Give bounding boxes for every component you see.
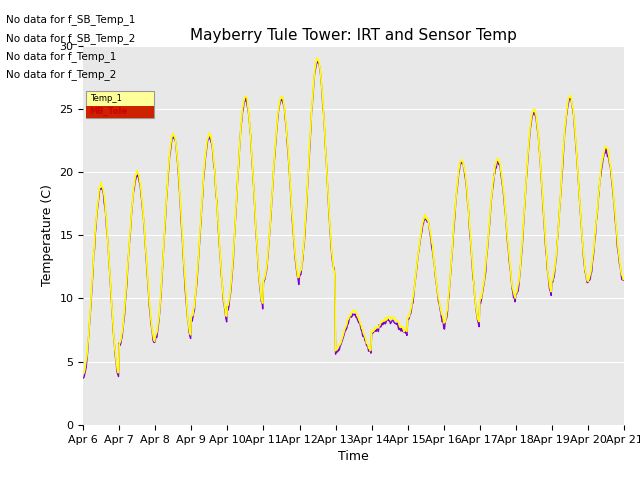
X-axis label: Time: Time <box>338 450 369 463</box>
Text: No data for f_SB_Temp_1: No data for f_SB_Temp_1 <box>6 14 136 25</box>
Y-axis label: Temperature (C): Temperature (C) <box>41 184 54 286</box>
Title: Mayberry Tule Tower: IRT and Sensor Temp: Mayberry Tule Tower: IRT and Sensor Temp <box>190 28 517 43</box>
Text: No data for f_SB_Temp_2: No data for f_SB_Temp_2 <box>6 33 136 44</box>
Text: No data for f_Temp_1: No data for f_Temp_1 <box>6 51 116 62</box>
Text: MB_Tole: MB_Tole <box>90 107 128 116</box>
Text: Temp_1: Temp_1 <box>90 94 122 103</box>
Text: No data for f_Temp_2: No data for f_Temp_2 <box>6 69 116 80</box>
